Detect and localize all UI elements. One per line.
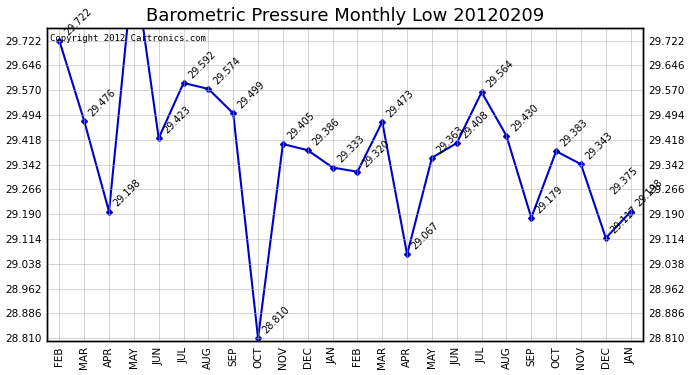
Text: 29.386: 29.386 bbox=[310, 117, 342, 147]
Text: 29.405: 29.405 bbox=[286, 110, 317, 141]
Text: 29.198: 29.198 bbox=[112, 178, 143, 209]
Text: 29.067: 29.067 bbox=[410, 220, 441, 252]
Text: 29.198: 29.198 bbox=[633, 178, 664, 209]
Text: 29.476: 29.476 bbox=[87, 87, 118, 118]
Text: 29.333: 29.333 bbox=[335, 134, 366, 165]
Text: 28.810: 28.810 bbox=[261, 304, 292, 335]
Text: 29.363: 29.363 bbox=[435, 124, 466, 155]
Text: 29.179: 29.179 bbox=[534, 184, 565, 215]
Text: 29.343: 29.343 bbox=[584, 130, 615, 162]
Text: 29.423: 29.423 bbox=[161, 104, 193, 135]
Text: 29.117: 29.117 bbox=[609, 204, 640, 235]
Text: 29.722: 29.722 bbox=[62, 7, 93, 38]
Text: 29.592: 29.592 bbox=[186, 49, 217, 80]
Text: 29.473: 29.473 bbox=[385, 88, 416, 119]
Text: 29.964: 29.964 bbox=[0, 374, 1, 375]
Text: 29.574: 29.574 bbox=[211, 55, 242, 86]
Text: 29.408: 29.408 bbox=[460, 110, 491, 140]
Text: 29.430: 29.430 bbox=[509, 102, 540, 133]
Text: 29.375: 29.375 bbox=[609, 165, 640, 196]
Title: Barometric Pressure Monthly Low 20120209: Barometric Pressure Monthly Low 20120209 bbox=[146, 7, 544, 25]
Text: 29.564: 29.564 bbox=[484, 58, 515, 89]
Text: 29.383: 29.383 bbox=[559, 117, 590, 148]
Text: 29.320: 29.320 bbox=[360, 138, 391, 169]
Text: 29.499: 29.499 bbox=[236, 80, 267, 111]
Text: Copyright 2012 Cartronics.com: Copyright 2012 Cartronics.com bbox=[50, 34, 206, 43]
